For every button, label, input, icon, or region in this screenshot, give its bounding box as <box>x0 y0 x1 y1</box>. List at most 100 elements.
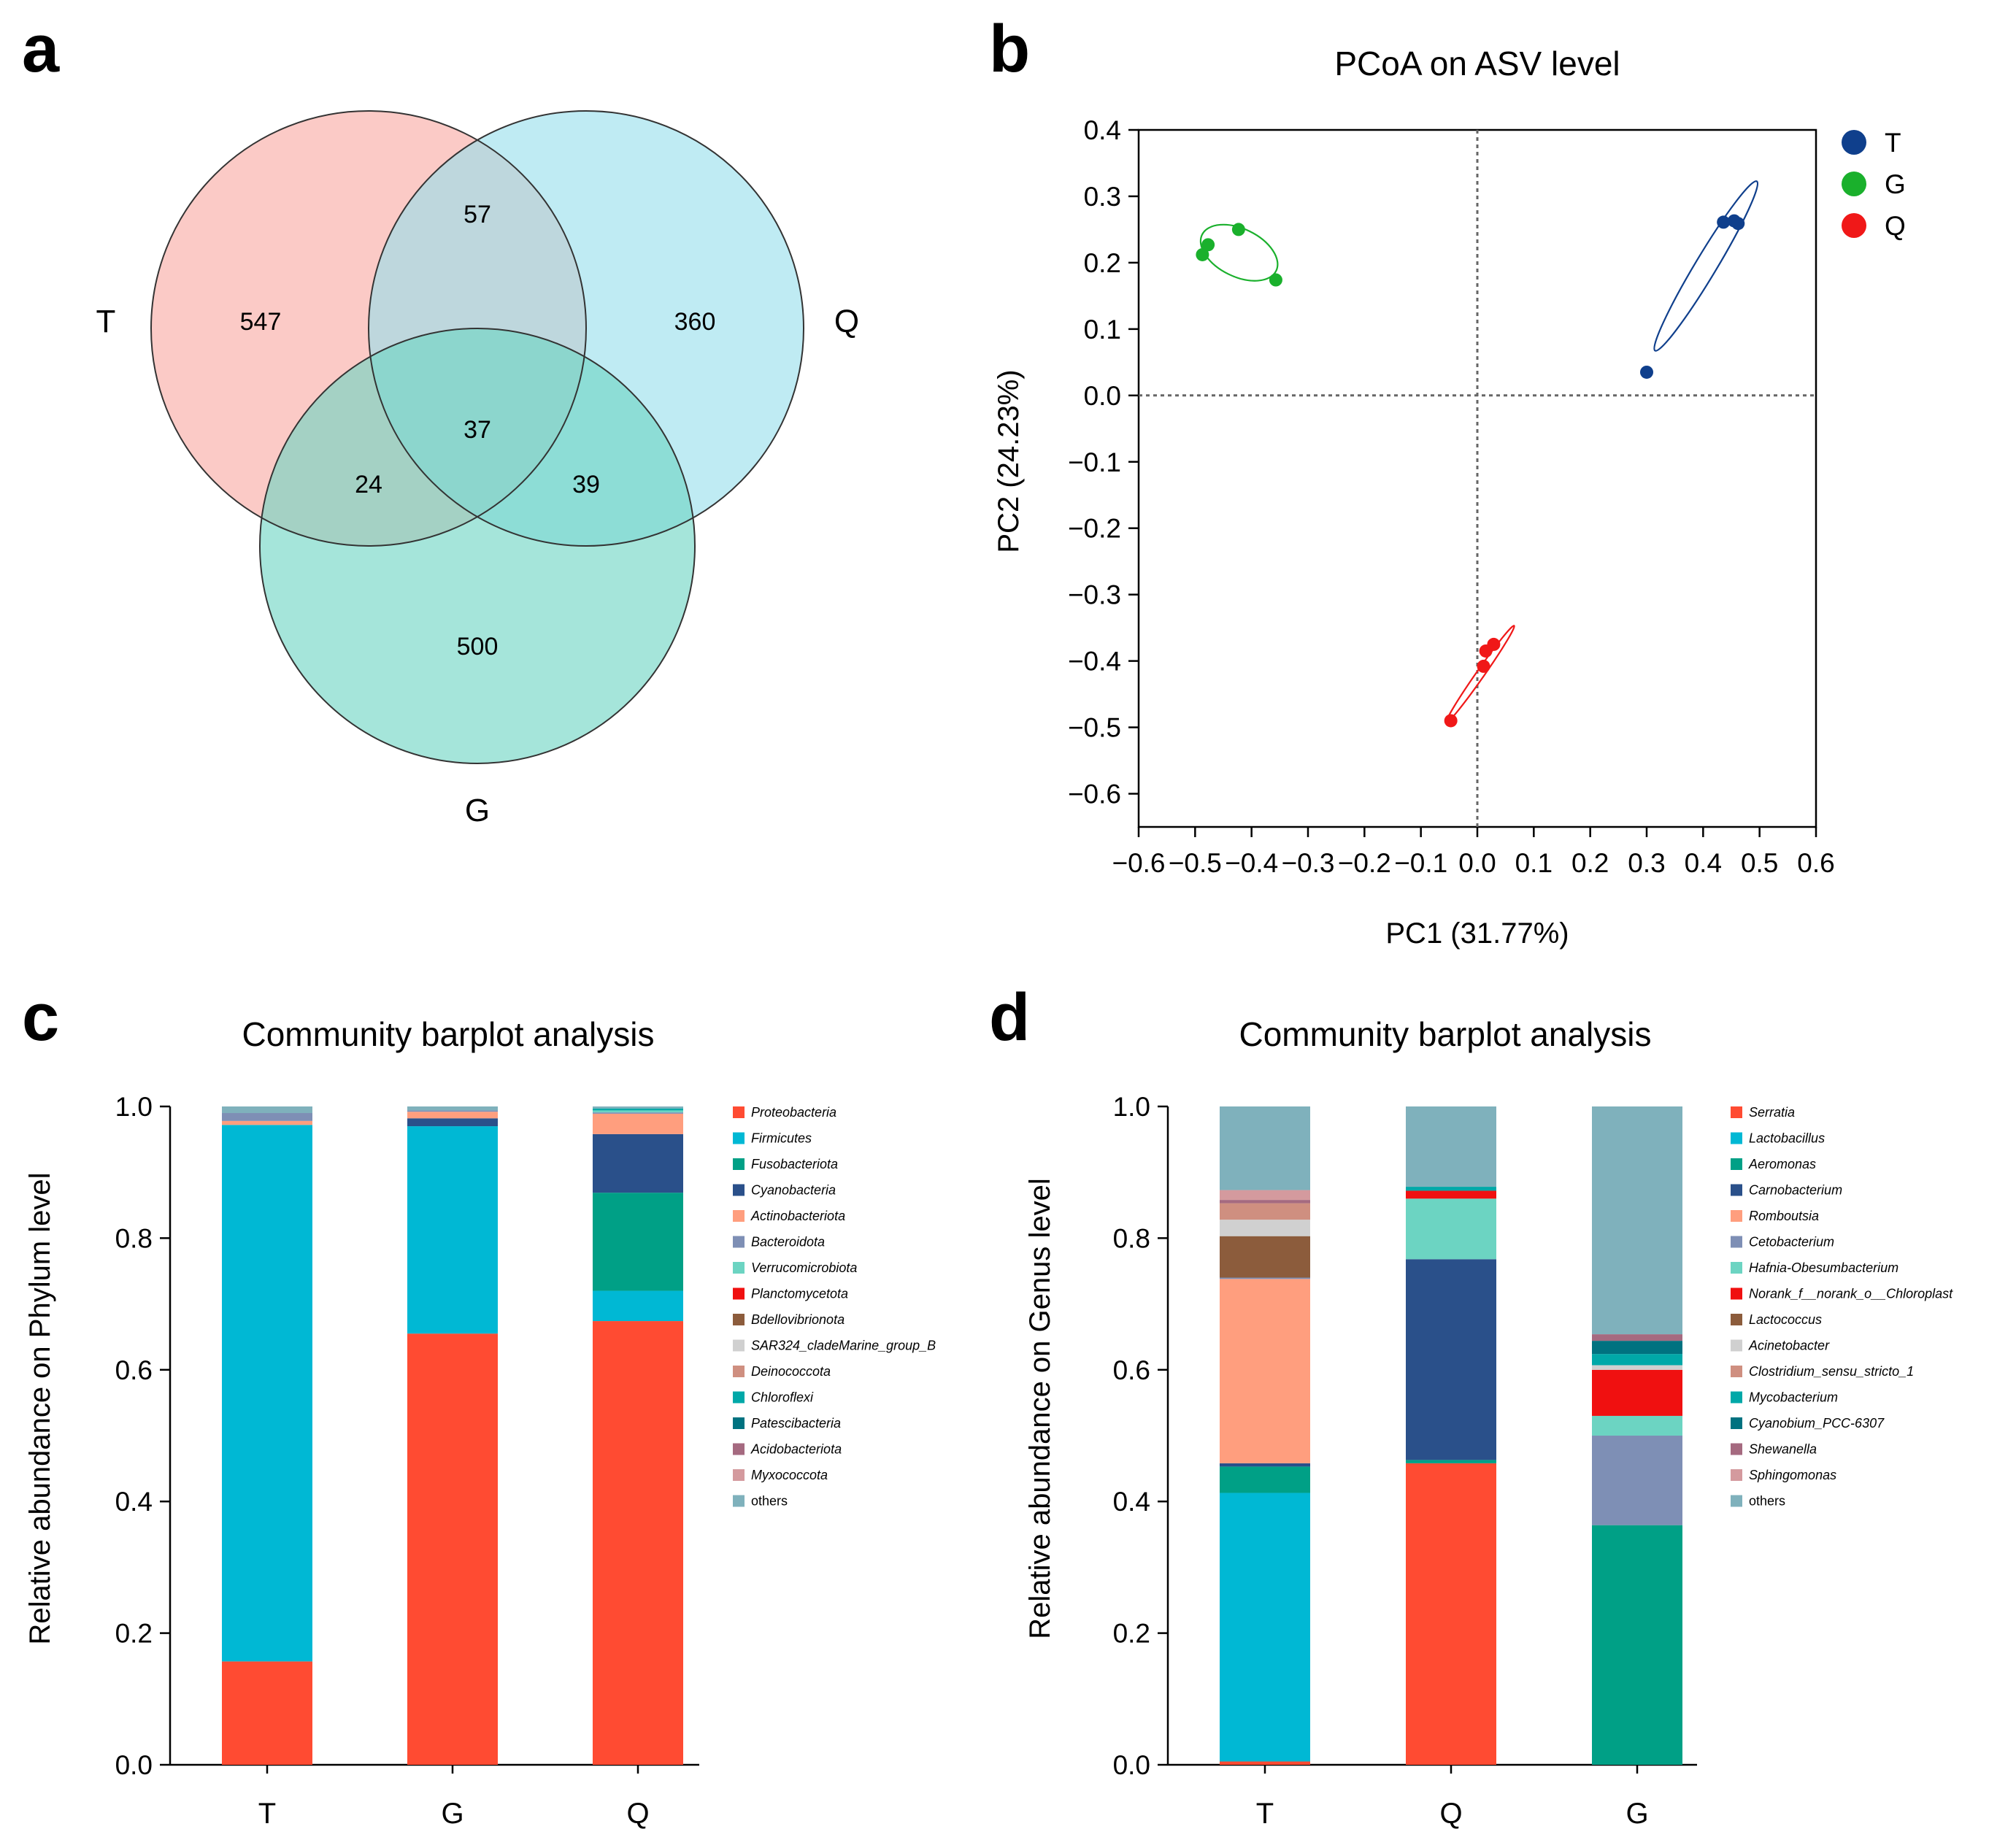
genus-legend-swatch <box>1731 1495 1742 1507</box>
pcoa-legend-marker-Q <box>1842 213 1866 238</box>
pcoa-legend-marker-T <box>1842 130 1866 155</box>
pcoa-y-ticks: 0.4 0.3 0.2 0.1 0.0 −0.1 −0.2 −0.3 −0.4 −0.5 −0.6 <box>1068 115 1139 809</box>
phylum-bar-segment <box>407 1112 498 1119</box>
phylum-legend-swatch <box>733 1106 745 1118</box>
pcoa-point-G <box>1269 273 1282 287</box>
genus-legend-label: Clostridium_sensu_stricto_1 <box>1749 1364 1914 1379</box>
phylum-legend-label: Proteobacteria <box>751 1105 836 1120</box>
genus-x-tick-label: T <box>1256 1798 1274 1830</box>
phylum-y-tick-label: 1.0 <box>115 1092 153 1122</box>
phylum-legend-label: Firmicutes <box>751 1131 812 1146</box>
genus-legend-label: Shewanella <box>1749 1442 1817 1457</box>
phylum-bar-segment <box>222 1120 312 1125</box>
phylum-axes: 0.0 0.2 0.4 0.6 0.8 1.0 T G Q <box>115 1092 699 1830</box>
pcoa-x-tick-label: 0.1 <box>1515 848 1553 878</box>
phylum-bar-segment <box>222 1125 312 1662</box>
genus-x-tick-label: Q <box>1439 1798 1462 1830</box>
genus-legend-label: others <box>1749 1494 1785 1509</box>
phylum-legend-label: SAR324_cladeMarine_group_B <box>751 1339 936 1353</box>
pcoa-x-tick-label: −0.3 <box>1281 848 1334 878</box>
genus-legend-label: Acinetobacter <box>1748 1339 1830 1353</box>
genus-y-axis-label: Relative abundance on Genus level <box>1024 1178 1056 1639</box>
genus-legend-label: Cyanobium_PCC-6307 <box>1749 1416 1885 1431</box>
phylum-y-tick-label: 0.4 <box>115 1487 153 1517</box>
phylum-chart-title: Community barplot analysis <box>242 1015 654 1053</box>
genus-legend-swatch <box>1731 1443 1742 1455</box>
phylum-y-axis-label: Relative abundance on Phylum level <box>24 1172 56 1644</box>
genus-bar-segment <box>1220 1279 1310 1463</box>
genus-legend-swatch <box>1731 1314 1742 1325</box>
pcoa-x-tick-label: 0.5 <box>1741 848 1778 878</box>
pcoa-y-tick-label: −0.4 <box>1068 647 1121 677</box>
genus-legend-swatch <box>1731 1132 1742 1144</box>
venn-count-T-G: 24 <box>355 471 382 498</box>
pcoa-ellipse-T <box>1653 180 1759 352</box>
phylum-legend-swatch <box>733 1417 745 1429</box>
panel-b-letter: b <box>989 12 1030 86</box>
venn-count-T-only: 547 <box>240 308 282 336</box>
pcoa-point-G <box>1201 238 1215 252</box>
phylum-bar-segment <box>407 1106 498 1111</box>
pcoa-point-Q <box>1477 659 1490 673</box>
phylum-bar-segment <box>407 1110 498 1112</box>
venn-set-label-Q: Q <box>834 304 859 339</box>
genus-y-tick-label: 0.8 <box>1113 1223 1150 1253</box>
phylum-legend-swatch <box>733 1495 745 1507</box>
genus-bar-segment <box>1406 1463 1496 1765</box>
genus-y-tick-label: 1.0 <box>1113 1092 1150 1122</box>
pcoa-point-Q <box>1487 637 1501 651</box>
genus-bar-segment <box>1406 1187 1496 1191</box>
pcoa-x-tick-label: −0.6 <box>1112 848 1165 878</box>
genus-legend-swatch <box>1731 1287 1742 1300</box>
phylum-legend-swatch <box>733 1132 745 1144</box>
genus-legend-label: Cetobacterium <box>1749 1235 1834 1250</box>
genus-legend-swatch <box>1731 1366 1742 1377</box>
phylum-legend-swatch <box>733 1210 745 1222</box>
genus-bar-segment <box>1220 1106 1310 1190</box>
phylum-legend-label: Verrucomicrobiota <box>751 1260 857 1275</box>
phylum-legend-label: Planctomycetota <box>751 1287 848 1301</box>
phylum-legend-label: Patescibacteria <box>751 1416 841 1431</box>
phylum-legend-label: others <box>751 1494 788 1509</box>
genus-bars <box>1220 1106 1682 1765</box>
pcoa-x-ticks: −0.6 −0.5 −0.4 −0.3 −0.2 −0.1 0.0 0.1 0.2 0.3 0.4 0… <box>1112 827 1835 878</box>
venn-count-Q-only: 360 <box>674 308 716 336</box>
genus-bar-segment <box>1592 1106 1682 1335</box>
phylum-x-tick-label: T <box>258 1798 276 1830</box>
genus-legend-label: Sphingomonas <box>1749 1468 1836 1482</box>
phylum-y-tick-label: 0.6 <box>115 1355 153 1385</box>
panel-b-pcoa: b PCoA on ASV level −0.6 −0.5 −0.4 −0.3 −0.2… <box>989 12 1906 950</box>
pcoa-x-tick-label: −0.2 <box>1338 848 1391 878</box>
pcoa-point-G <box>1196 247 1209 261</box>
genus-bar-segment <box>1406 1198 1496 1260</box>
venn-outline-G <box>259 328 696 764</box>
genus-chart-title: Community barplot analysis <box>1239 1015 1651 1053</box>
phylum-legend-swatch <box>733 1314 745 1325</box>
genus-legend-swatch <box>1731 1106 1742 1118</box>
phylum-legend-label: Chloroflexi <box>751 1390 814 1405</box>
phylum-bar-segment <box>593 1290 683 1322</box>
panel-a-letter: a <box>22 12 60 86</box>
genus-y-tick-label: 0.2 <box>1113 1619 1150 1649</box>
genus-legend-swatch <box>1731 1339 1742 1352</box>
genus-bar-segment <box>1220 1761 1310 1765</box>
pcoa-x-tick-label: 0.6 <box>1797 848 1834 878</box>
phylum-legend: Proteobacteria Firmicutes Fusobacteriota Cy… <box>733 1105 936 1509</box>
pcoa-point-G <box>1231 223 1245 236</box>
pcoa-y-tick-label: 0.0 <box>1084 381 1121 411</box>
venn-count-T-Q: 57 <box>463 201 491 228</box>
genus-bar-segment <box>1220 1200 1310 1204</box>
genus-legend-label: Romboutsia <box>1749 1209 1819 1223</box>
panel-c-letter: c <box>22 980 59 1055</box>
genus-legend-label: Lactobacillus <box>1749 1131 1825 1146</box>
venn-count-G-only: 500 <box>457 633 499 661</box>
phylum-bar-segment <box>593 1110 683 1113</box>
genus-x-tick-label: G <box>1626 1798 1648 1830</box>
phylum-bars <box>222 1106 683 1765</box>
genus-legend-swatch <box>1731 1236 1742 1248</box>
phylum-x-tick-label: Q <box>626 1798 649 1830</box>
genus-legend-label: Mycobacterium <box>1749 1390 1838 1405</box>
panel-d-letter: d <box>989 980 1030 1055</box>
phylum-bar-segment <box>222 1106 312 1114</box>
